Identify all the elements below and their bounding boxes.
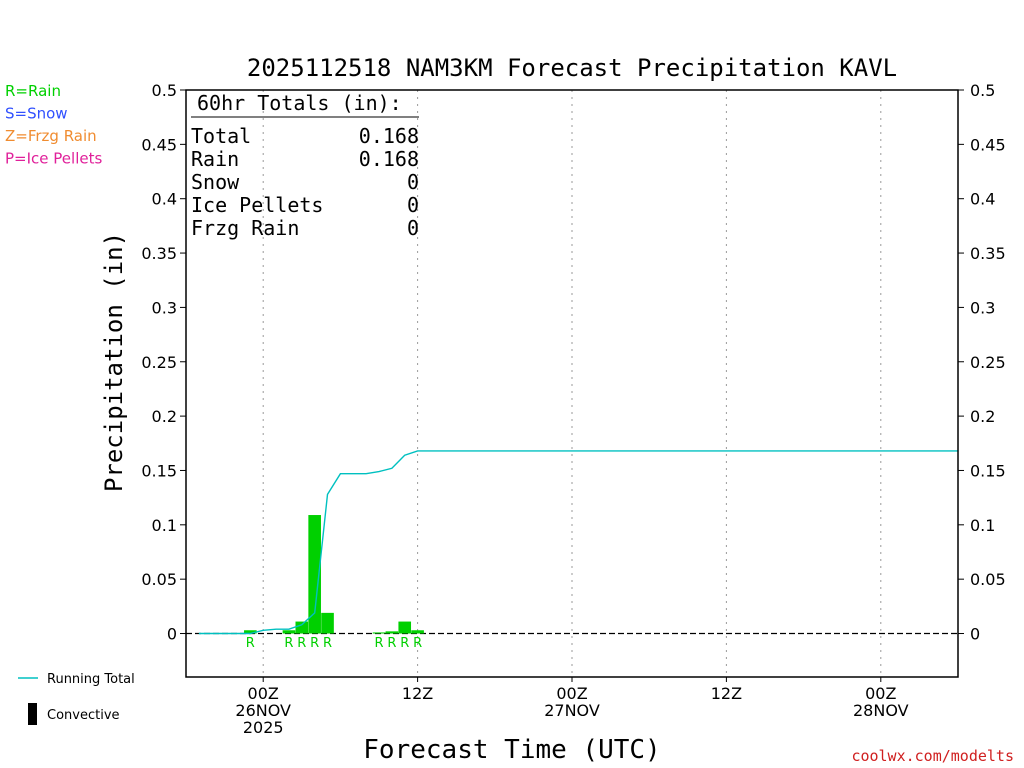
ptype-label: R: [374, 636, 383, 651]
precip-bar: [398, 621, 412, 634]
y-tick-label-right: 0.4: [970, 190, 995, 209]
ptype-label: R: [310, 636, 319, 651]
x-tick-label: 2025: [243, 718, 284, 737]
y-tick-label-right: 0.05: [970, 570, 1006, 589]
y-tick-label-left: 0: [167, 625, 177, 644]
y-tick-label-left: 0.25: [141, 353, 177, 372]
x-tick-label: 28NOV: [853, 701, 909, 720]
y-tick-label-right: 0.15: [970, 461, 1006, 480]
convective-legend-swatch: [28, 703, 37, 725]
totals-row-value: 0: [407, 193, 419, 217]
ptype-legend-item: P=Ice Pellets: [5, 150, 102, 168]
totals-row-value: 0: [407, 170, 419, 194]
y-tick-label-left: 0.15: [141, 461, 177, 480]
ptype-legend-item: Z=Frzg Rain: [5, 127, 97, 145]
ptype-legend-item: S=Snow: [5, 105, 68, 123]
credit-text: coolwx.com/modelts: [851, 747, 1014, 765]
y-tick-label-left: 0.05: [141, 570, 177, 589]
x-tick-label: 00Z: [556, 684, 587, 703]
ptype-label: R: [297, 636, 306, 651]
totals-box: 60hr Totals (in): Total 0.168 Rain 0.168 Sno…: [191, 91, 419, 240]
totals-heading: 60hr Totals (in):: [197, 91, 402, 115]
totals-row-value: 0.168: [359, 147, 419, 171]
precip-bar: [321, 612, 334, 634]
x-tick-label: 00Z: [865, 684, 896, 703]
y-tick-label-right: 0.5: [970, 81, 995, 100]
x-tick-label: 00Z: [248, 684, 279, 703]
totals-row-label: Rain: [191, 147, 239, 171]
y-tick-label-right: 0: [970, 625, 980, 644]
y-tick-label-left: 0.3: [152, 298, 177, 317]
y-tick-label-right: 0.25: [970, 353, 1006, 372]
x-tick-label: 26NOV: [235, 701, 291, 720]
running-total-line: [198, 450, 958, 635]
y-tick-label-right: 0.45: [970, 135, 1006, 154]
precip-bar: [282, 630, 296, 634]
running-total-line-group: [198, 450, 958, 635]
precip-bar: [295, 621, 309, 634]
precip-bar: [385, 631, 399, 634]
y-tick-label-right: 0.35: [970, 244, 1006, 263]
totals-row-value: 0.168: [359, 124, 419, 148]
totals-row-value: 0: [407, 216, 419, 240]
series-legend-label: Convective: [47, 708, 120, 723]
ptype-label: R: [413, 636, 422, 651]
precip-bar: [244, 630, 257, 634]
y-tick-label-left: 0.5: [152, 81, 177, 100]
y-tick-label-left: 0.35: [141, 244, 177, 263]
series-legend-label: Running Total: [47, 672, 135, 687]
y-tick-label-left: 0.4: [152, 190, 177, 209]
x-axis-label: Forecast Time (UTC): [363, 735, 660, 765]
x-tick-label: 12Z: [711, 684, 742, 703]
ptype-label: R: [400, 636, 409, 651]
ptype-legend: R=Rain S=Snow Z=Frzg Rain P=Ice Pellets: [5, 82, 102, 168]
precip-bar: [411, 630, 424, 634]
ptype-label: R: [246, 636, 255, 651]
y-tick-label-right: 0.1: [970, 516, 995, 535]
y-axis-right: 0 0.05 0.1 0.15 0.2 0.25 0.3 0.35 0.4 0.45 0.5: [958, 81, 1006, 644]
ptype-label: R: [387, 636, 396, 651]
y-tick-label-left: 0.1: [152, 516, 177, 535]
x-tick-label: 27NOV: [544, 701, 600, 720]
totals-rows: Total 0.168 Rain 0.168 Snow 0 Ice Pellets 0 Frzg…: [191, 124, 419, 240]
series-legend: Running Total Convective: [18, 672, 135, 725]
chart-title: 2025112518 NAM3KM Forecast Precipitation…: [247, 54, 897, 82]
y-tick-label-right: 0.3: [970, 298, 995, 317]
y-tick-label-right: 0.2: [970, 407, 995, 426]
hourly-precip-bars: [244, 515, 424, 634]
y-tick-label-left: 0.45: [141, 135, 177, 154]
precip-bar: [372, 632, 386, 634]
precip-bar: [308, 515, 321, 634]
totals-row-label: Total: [191, 124, 251, 148]
totals-row-label: Frzg Rain: [191, 216, 299, 240]
ptype-label: R: [284, 636, 293, 651]
y-axis-left: 0 0.05 0.1 0.15 0.2 0.25 0.3 0.35 0.4 0.45 0.5: [141, 81, 186, 644]
totals-row-label: Snow: [191, 170, 240, 194]
y-tick-label-left: 0.2: [152, 407, 177, 426]
totals-row-label: Ice Pellets: [191, 193, 323, 217]
ptype-legend-item: R=Rain: [5, 82, 61, 100]
y-axis-label: Precipitation (in): [100, 232, 128, 492]
x-tick-label: 12Z: [402, 684, 433, 703]
ptype-label: R: [323, 636, 332, 651]
